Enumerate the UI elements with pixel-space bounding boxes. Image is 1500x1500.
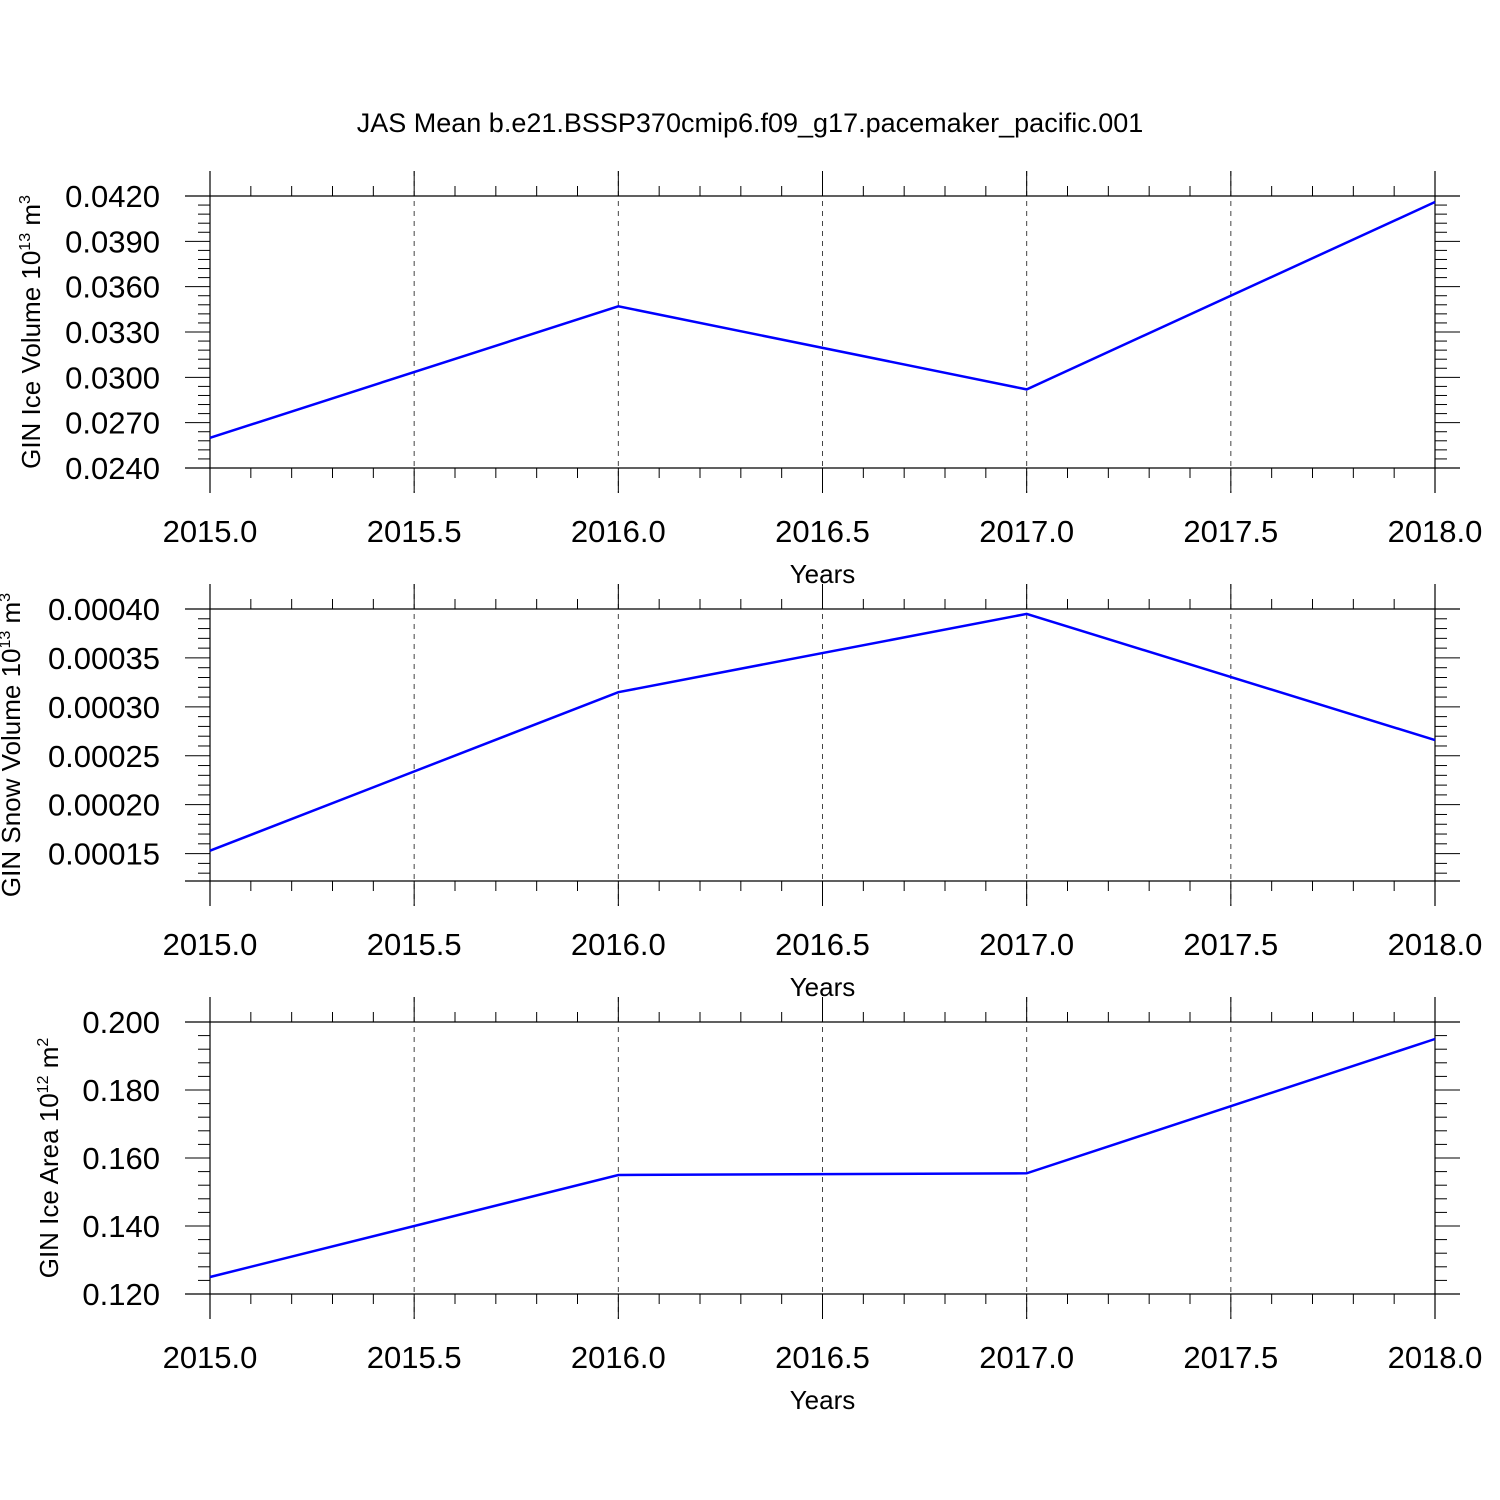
y-axis-label-part: 2 [35, 1038, 52, 1047]
y-tick-label: 0.0420 [65, 179, 160, 214]
y-axis-label-part: 12 [35, 1075, 52, 1093]
panel-ice-volume: 0.0240 0.0270 0.0300 0.0330 0.0360 0.0390 0.04… [16, 171, 1482, 589]
x-tick-label: 2015.0 [163, 927, 258, 962]
x-tick-label: 2018.0 [1388, 1340, 1483, 1375]
x-tick-label: 2017.0 [979, 1340, 1074, 1375]
x-tick-label: 2016.5 [775, 514, 870, 549]
y-axis-label: GIN Ice Area 1012 m2 [34, 1038, 64, 1279]
x-tick-label: 2017.5 [1183, 1340, 1278, 1375]
x-tick-label: 2017.0 [979, 514, 1074, 549]
y-tick-label: 0.00020 [48, 788, 160, 823]
y-tick-label: 0.0390 [65, 224, 160, 259]
y-axis-label-part: m [0, 602, 26, 631]
x-tick-label: 2017.5 [1183, 927, 1278, 962]
y-tick-label: 0.160 [82, 1141, 160, 1176]
y-tick-label: 0.180 [82, 1073, 160, 1108]
x-tick-label: 2017.5 [1183, 514, 1278, 549]
panel-snow-volume: 0.00015 0.00020 0.00025 0.00030 0.00035 0.000… [0, 584, 1482, 1002]
y-tick-label: 0.0240 [65, 451, 160, 486]
y-tick-label: 0.200 [82, 1005, 160, 1040]
series-line [209, 612, 1436, 852]
y-axis-label-part: GIN Snow Volume 10 [0, 649, 26, 898]
x-tick-label: 2017.0 [979, 927, 1074, 962]
y-axis-label-part: GIN Ice Area 10 [34, 1093, 64, 1278]
y-tick-label: 0.00025 [48, 739, 160, 774]
x-tick-label: 2015.5 [367, 514, 462, 549]
chart-title: JAS Mean b.e21.BSSP370cmip6.f09_g17.pace… [356, 108, 1144, 138]
y-tick-label: 0.0330 [65, 315, 160, 350]
y-axis-label-part: 3 [0, 593, 14, 602]
y-tick-label: 0.0300 [65, 360, 160, 395]
x-tick-label: 2016.0 [571, 1340, 666, 1375]
x-tick-label: 2016.0 [571, 927, 666, 962]
x-tick-label: 2015.5 [367, 1340, 462, 1375]
panel-ice-area: 0.120 0.140 0.160 0.180 0.200 2015.0 2015.5 201… [34, 997, 1482, 1415]
y-axis-label-part: GIN Ice Volume 10 [16, 251, 46, 469]
y-tick-label: 0.00035 [48, 641, 160, 676]
y-axis-label-part: 13 [17, 233, 34, 251]
series-line [209, 200, 1436, 439]
x-tick-label: 2018.0 [1388, 927, 1483, 962]
y-tick-label: 0.0360 [65, 270, 160, 305]
series-line [209, 1037, 1436, 1279]
y-tick-label: 0.120 [82, 1277, 160, 1312]
y-tick-label: 0.140 [82, 1209, 160, 1244]
x-tick-label: 2018.0 [1388, 514, 1483, 549]
y-axis-label-part: 3 [17, 195, 34, 204]
x-tick-label: 2016.0 [571, 514, 666, 549]
y-tick-label: 0.0270 [65, 406, 160, 441]
y-tick-label: 0.00015 [48, 837, 160, 872]
y-axis-label-part: m [34, 1047, 64, 1076]
x-tick-label: 2016.5 [775, 1340, 870, 1375]
x-tick-label: 2015.0 [163, 514, 258, 549]
y-axis-label-part: 13 [0, 631, 14, 649]
y-tick-label: 0.00030 [48, 690, 160, 725]
x-axis-label: Years [790, 1385, 856, 1415]
y-tick-label: 0.00040 [48, 592, 160, 627]
x-tick-label: 2015.0 [163, 1340, 258, 1375]
y-axis-label: GIN Ice Volume 1013 m3 [16, 195, 46, 469]
y-axis-label: GIN Snow Volume 1013 m3 [0, 593, 26, 897]
x-tick-label: 2015.5 [367, 927, 462, 962]
y-axis-label-part: m [16, 204, 46, 233]
x-tick-label: 2016.5 [775, 927, 870, 962]
